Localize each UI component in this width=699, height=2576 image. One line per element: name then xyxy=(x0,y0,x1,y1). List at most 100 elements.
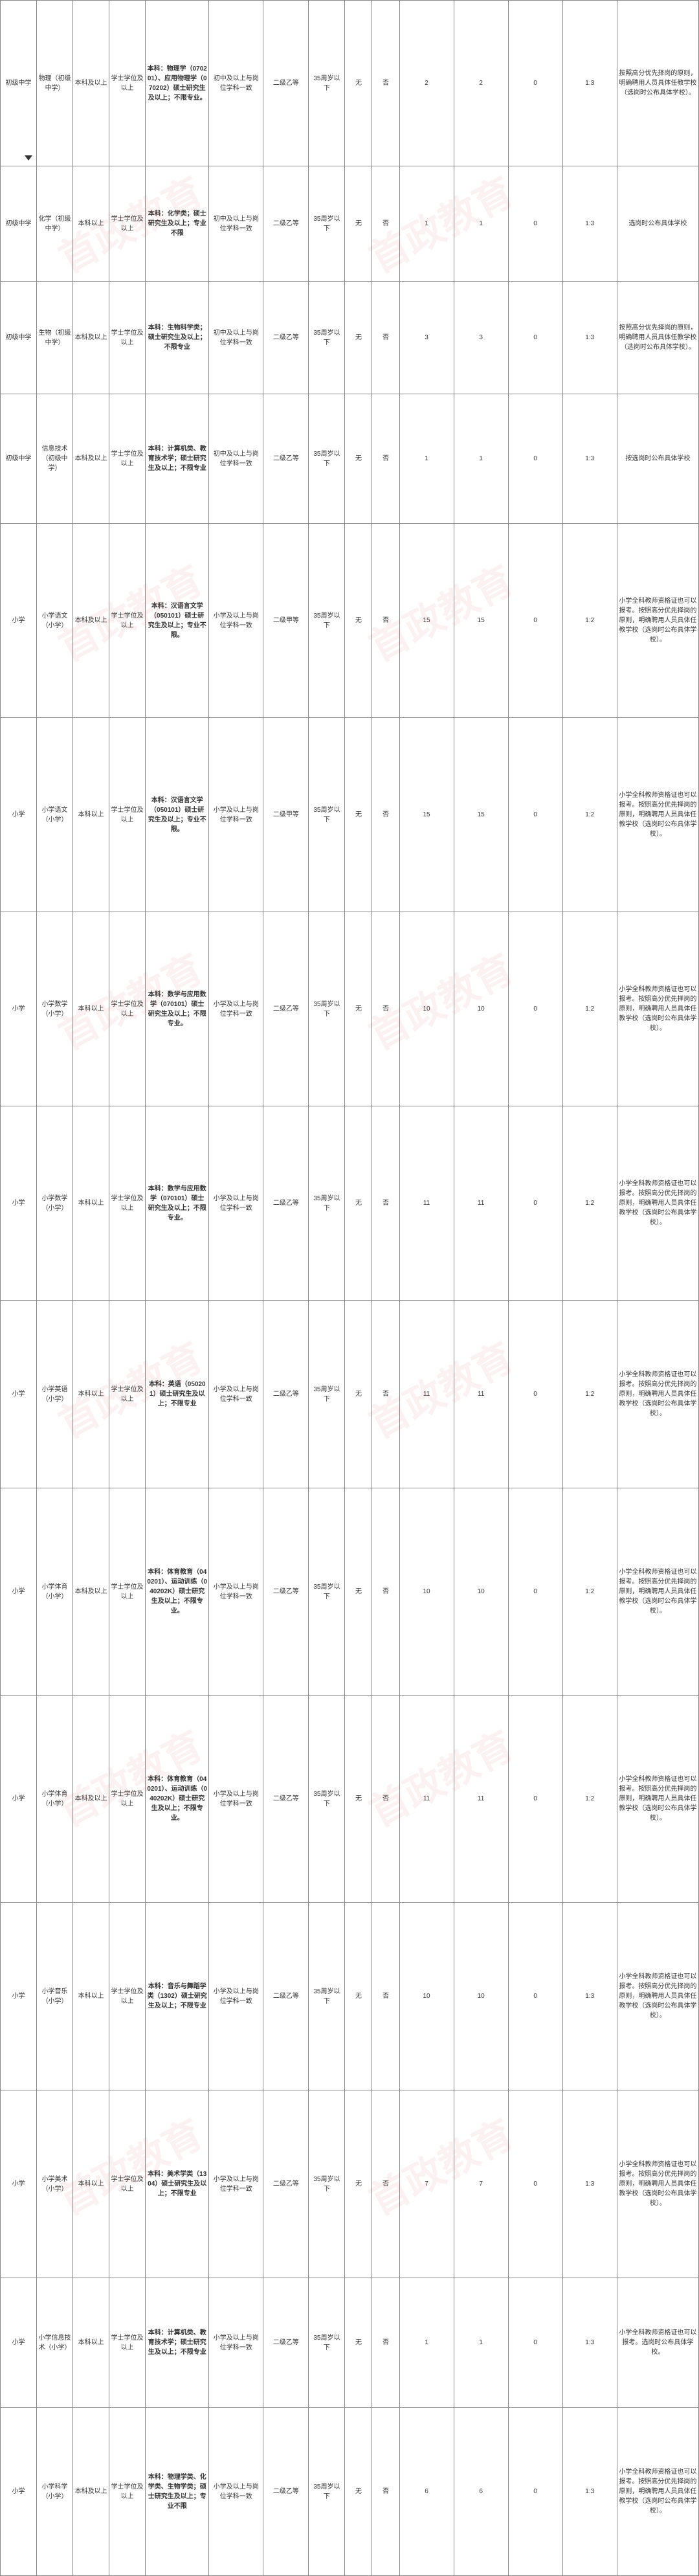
table-cell: 小学语文（小学） xyxy=(37,524,73,718)
table-cell: 1 xyxy=(399,2278,454,2408)
table-cell: 35周岁以下 xyxy=(309,282,345,394)
table-cell: 二级乙等 xyxy=(263,1696,309,1903)
table-cell: 否 xyxy=(372,524,399,718)
table-cell: 小学美术（小学） xyxy=(37,2090,73,2278)
table-cell: 3 xyxy=(454,282,508,394)
table-cell: 小学英语（小学） xyxy=(37,1301,73,1488)
table-cell: 1 xyxy=(454,2278,508,2408)
table-cell: 无 xyxy=(345,1,372,166)
table-cell: 小学及以上与岗位学科一致 xyxy=(209,524,263,718)
table-cell: 无 xyxy=(345,1488,372,1696)
table-cell: 本科：英语（050201）硕士研究生及以上；不限专业 xyxy=(146,1301,209,1488)
table-cell: 1:2 xyxy=(562,718,617,912)
table-cell: 1:3 xyxy=(562,2090,617,2278)
table-cell: 本科及以上 xyxy=(73,2408,109,2576)
table-cell: 35周岁以下 xyxy=(309,912,345,1106)
table-cell: 否 xyxy=(372,1696,399,1903)
table-cell: 小学全科教师资格证也可以报考。按照高分优先择岗的原则，明确聘用人员具体任教学校（… xyxy=(617,1903,698,2090)
table-row: 小学小学体育（小学）本科及以上学士学位及以上本科：体育教育（040201）、运动… xyxy=(1,1488,699,1696)
table-cell: 无 xyxy=(345,2278,372,2408)
table-cell: 15 xyxy=(399,524,454,718)
table-cell: 无 xyxy=(345,2090,372,2278)
table-cell: 小学 xyxy=(1,2408,37,2576)
table-cell: 11 xyxy=(399,1106,454,1301)
table-row: 小学小学体育（小学）本科及以上学士学位及以上本科：体育教育（040201）、运动… xyxy=(1,1696,699,1903)
table-cell: 本科及以上 xyxy=(73,1696,109,1903)
table-cell: 二级乙等 xyxy=(263,1,309,166)
table-cell: 小学及以上与岗位学科一致 xyxy=(209,1488,263,1696)
table-row: 小学小学科学（小学）本科及以上学士学位及以上本科：物理学类、化学类、生物学类；硕… xyxy=(1,2408,699,2576)
table-cell: 学士学位及以上 xyxy=(109,1106,146,1301)
table-row: 小学小学数学（小学）本科以上学士学位及以上本科：数学与应用数学（070101）硕… xyxy=(1,1106,699,1301)
table-cell: 本科：汉语言文学（050101）硕士研究生及以上；专业不限。 xyxy=(146,718,209,912)
table-cell: 学士学位及以上 xyxy=(109,1,146,166)
table-cell: 否 xyxy=(372,718,399,912)
table-cell: 本科：生物科学类；硕士研究生及以上；不限专业 xyxy=(146,282,209,394)
table-cell: 本科：化学类；硕士研究生及以上；专业不限 xyxy=(146,166,209,282)
table-cell: 小学全科教师资格证也可以报考。选岗时公布具体学校。 xyxy=(617,2278,698,2408)
table-cell: 学士学位及以上 xyxy=(109,1301,146,1488)
table-cell: 初中及以上与岗位学科一致 xyxy=(209,394,263,524)
table-cell: 否 xyxy=(372,912,399,1106)
table-cell: 35周岁以下 xyxy=(309,1696,345,1903)
table-cell: 0 xyxy=(508,2278,562,2408)
table-cell: 无 xyxy=(345,1301,372,1488)
table-cell: 1 xyxy=(399,394,454,524)
table-cell: 本科以上 xyxy=(73,166,109,282)
table-cell: 按照高分优先择岗的原则，明确聘用人员具体任教学校（选岗时公布具体学校）。 xyxy=(617,282,698,394)
table-cell: 无 xyxy=(345,166,372,282)
table-cell: 11 xyxy=(454,1301,508,1488)
table-cell: 二级乙等 xyxy=(263,2278,309,2408)
table-cell: 小学体育（小学） xyxy=(37,1488,73,1696)
table-cell: 无 xyxy=(345,1696,372,1903)
table-cell: 小学及以上与岗位学科一致 xyxy=(209,2090,263,2278)
table-cell: 化学（初级中学） xyxy=(37,166,73,282)
table-cell: 按照高分优先择岗的原则，明确聘用人员具体任教学校（选岗时公布具体学校）。 xyxy=(617,1,698,166)
table-cell: 小学及以上与岗位学科一致 xyxy=(209,1696,263,1903)
table-cell: 小学数学（小学） xyxy=(37,1106,73,1301)
table-cell: 二级乙等 xyxy=(263,1301,309,1488)
table-cell: 二级乙等 xyxy=(263,282,309,394)
table-cell: 1:3 xyxy=(562,166,617,282)
table-cell: 0 xyxy=(508,1106,562,1301)
table-cell: 本科：物理学类、化学类、生物学类；硕士研究生及以上；专业不限 xyxy=(146,2408,209,2576)
table-cell: 学士学位及以上 xyxy=(109,2090,146,2278)
table-row: 小学小学数学（小学）本科以上学士学位及以上本科：数学与应用数学（070101）硕… xyxy=(1,912,699,1106)
table-cell: 小学 xyxy=(1,1696,37,1903)
table-cell: 二级乙等 xyxy=(263,1903,309,2090)
table-cell: 二级乙等 xyxy=(263,2090,309,2278)
table-cell: 学士学位及以上 xyxy=(109,2408,146,2576)
table-cell: 1:3 xyxy=(562,1903,617,2090)
table-cell: 否 xyxy=(372,1903,399,2090)
table-cell: 初级中学 xyxy=(1,166,37,282)
table-cell: 初中及以上与岗位学科一致 xyxy=(209,1,263,166)
table-cell: 小学数学（小学） xyxy=(37,912,73,1106)
table-cell: 本科以上 xyxy=(73,1301,109,1488)
table-cell: 本科以上 xyxy=(73,912,109,1106)
table-cell: 本科以上 xyxy=(73,1106,109,1301)
table-cell: 二级乙等 xyxy=(263,1488,309,1696)
table-cell: 0 xyxy=(508,1301,562,1488)
table-cell: 小学及以上与岗位学科一致 xyxy=(209,1903,263,2090)
table-cell: 二级乙等 xyxy=(263,166,309,282)
table-row: 小学小学音乐（小学）本科以上学士学位及以上本科：音乐与舞蹈学类（1302）硕士研… xyxy=(1,1903,699,2090)
table-cell: 小学音乐（小学） xyxy=(37,1903,73,2090)
table-cell: 35周岁以下 xyxy=(309,1301,345,1488)
table-cell: 0 xyxy=(508,718,562,912)
table-cell: 1:2 xyxy=(562,1488,617,1696)
table-cell: 0 xyxy=(508,2408,562,2576)
table-cell: 11 xyxy=(399,1696,454,1903)
table-cell: 小学全科教师资格证也可以报考。按照高分优先择岗的原则，明确聘用人员具体任教学校（… xyxy=(617,1696,698,1903)
table-cell: 无 xyxy=(345,524,372,718)
table-cell: 7 xyxy=(454,2090,508,2278)
table-cell: 15 xyxy=(454,524,508,718)
table-cell: 学士学位及以上 xyxy=(109,394,146,524)
table-cell: 本科：体育教育（040201）、运动训练（040202K）硕士研究生及以上；不限… xyxy=(146,1696,209,1903)
table-cell: 35周岁以下 xyxy=(309,2090,345,2278)
table-cell: 二级乙等 xyxy=(263,1106,309,1301)
table-cell: 1:2 xyxy=(562,1301,617,1488)
table-cell: 否 xyxy=(372,2278,399,2408)
table-cell: 小学及以上与岗位学科一致 xyxy=(209,912,263,1106)
table-cell: 学士学位及以上 xyxy=(109,912,146,1106)
table-cell: 本科及以上 xyxy=(73,394,109,524)
